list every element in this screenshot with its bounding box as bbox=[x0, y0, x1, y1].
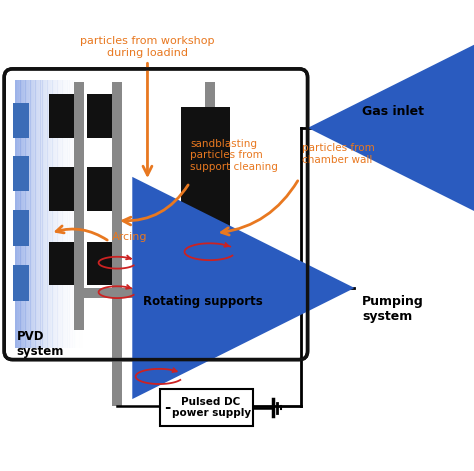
Bar bbox=[78, 80, 80, 348]
Bar bbox=[160, 389, 253, 426]
Bar bbox=[55, 80, 58, 348]
Bar bbox=[42, 80, 44, 348]
Bar bbox=[71, 80, 73, 348]
Bar bbox=[24, 80, 26, 348]
Bar bbox=[181, 107, 230, 300]
Bar bbox=[205, 81, 215, 330]
Bar bbox=[59, 80, 61, 348]
Text: particles from
chamber wall: particles from chamber wall bbox=[301, 143, 374, 165]
Text: Rotating supports: Rotating supports bbox=[143, 295, 263, 308]
Text: Arcing: Arcing bbox=[112, 232, 147, 242]
Bar bbox=[39, 80, 41, 348]
Bar bbox=[34, 80, 36, 348]
Bar bbox=[87, 94, 112, 138]
Bar bbox=[81, 80, 83, 348]
Bar bbox=[51, 80, 53, 348]
Bar bbox=[13, 156, 28, 191]
Text: Pumping
system: Pumping system bbox=[362, 295, 424, 323]
Bar bbox=[112, 81, 122, 330]
Bar bbox=[74, 80, 76, 348]
Bar bbox=[49, 242, 74, 285]
Bar bbox=[74, 81, 84, 330]
Text: Gas inlet: Gas inlet bbox=[362, 105, 424, 118]
Bar bbox=[47, 80, 49, 348]
Bar bbox=[61, 80, 63, 348]
Bar bbox=[30, 80, 32, 348]
Bar bbox=[13, 103, 28, 138]
Bar bbox=[63, 80, 64, 348]
Bar bbox=[87, 168, 112, 211]
Bar bbox=[13, 211, 28, 246]
Bar bbox=[69, 80, 71, 348]
FancyBboxPatch shape bbox=[4, 69, 308, 359]
Bar bbox=[15, 80, 17, 348]
Text: particles from workshop
during loadind: particles from workshop during loadind bbox=[80, 36, 215, 58]
Bar bbox=[36, 80, 37, 348]
Bar bbox=[28, 80, 31, 348]
Bar bbox=[17, 80, 19, 348]
Bar bbox=[40, 80, 43, 348]
Bar bbox=[49, 94, 74, 138]
Bar bbox=[112, 330, 122, 406]
Bar bbox=[76, 80, 78, 348]
Bar bbox=[79, 80, 82, 348]
Bar bbox=[66, 80, 68, 348]
Text: PVD
system: PVD system bbox=[17, 330, 64, 358]
Bar bbox=[74, 288, 216, 298]
Bar bbox=[20, 80, 22, 348]
Text: Pulsed DC
power supply: Pulsed DC power supply bbox=[172, 397, 251, 418]
Bar bbox=[67, 80, 70, 348]
Bar bbox=[49, 80, 51, 348]
Text: -: - bbox=[164, 400, 171, 415]
Text: sandblasting
particles from
support cleaning: sandblasting particles from support clea… bbox=[191, 139, 278, 172]
Bar bbox=[22, 80, 24, 348]
Bar bbox=[32, 80, 34, 348]
Bar bbox=[27, 80, 29, 348]
Bar bbox=[54, 80, 56, 348]
Bar bbox=[52, 80, 55, 348]
Bar bbox=[73, 80, 74, 348]
Bar bbox=[49, 168, 74, 211]
Bar bbox=[13, 265, 28, 300]
Bar bbox=[18, 80, 21, 348]
Bar bbox=[64, 80, 66, 348]
Bar bbox=[46, 80, 47, 348]
Bar bbox=[87, 242, 112, 285]
Bar bbox=[44, 80, 46, 348]
Bar bbox=[57, 80, 59, 348]
Bar bbox=[37, 80, 39, 348]
Bar bbox=[25, 80, 27, 348]
